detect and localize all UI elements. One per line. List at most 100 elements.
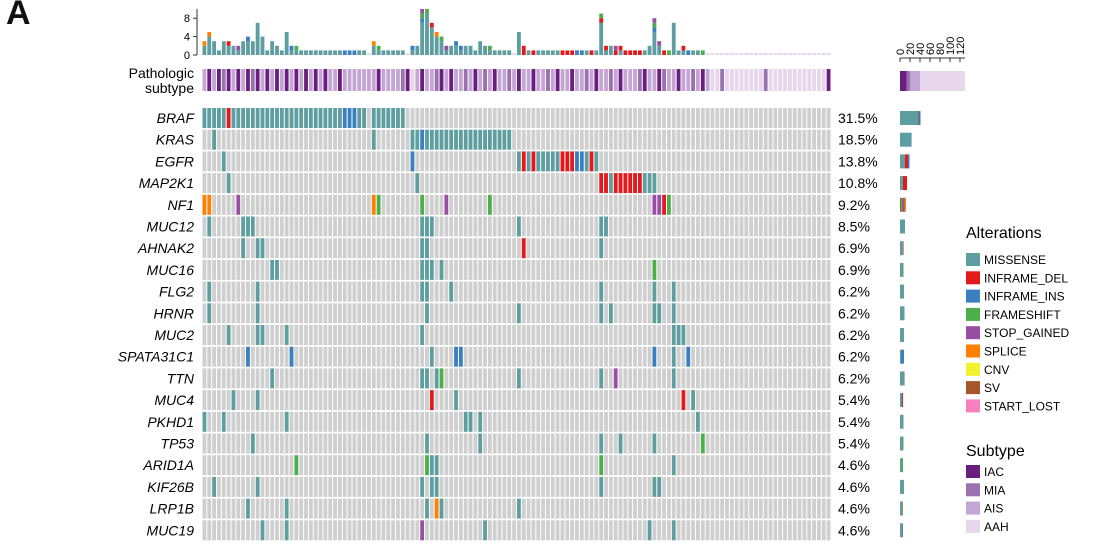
empty-cell	[604, 194, 608, 215]
empty-cell	[807, 476, 812, 497]
empty-cell	[700, 151, 705, 172]
empty-cell	[720, 433, 725, 454]
empty-cell	[420, 433, 425, 454]
empty-cell	[318, 390, 323, 411]
empty-cell	[458, 194, 463, 215]
alteration-cell	[323, 108, 328, 128]
empty-cell	[386, 216, 391, 237]
empty-cell	[497, 520, 502, 541]
empty-cell	[531, 346, 536, 367]
empty-cell	[318, 368, 323, 389]
empty-cell	[555, 173, 560, 194]
subtype-summary-segment	[900, 71, 907, 91]
empty-cell	[318, 129, 323, 150]
empty-cell	[792, 368, 797, 389]
empty-cell	[691, 476, 696, 497]
empty-cell	[623, 259, 628, 280]
empty-cell	[792, 259, 797, 280]
empty-cell	[546, 108, 550, 128]
empty-cell	[541, 368, 546, 389]
sample-bar-segment	[657, 45, 662, 55]
gene-count-segment	[900, 219, 905, 234]
empty-cell	[686, 151, 691, 172]
subtype-cell	[623, 69, 628, 91]
empty-cell	[207, 129, 212, 150]
empty-cell	[357, 346, 362, 367]
empty-cell	[270, 325, 275, 345]
empty-cell	[313, 433, 318, 454]
subtype-cell	[575, 69, 579, 91]
empty-cell	[666, 476, 671, 497]
empty-cell	[308, 194, 313, 215]
empty-cell	[492, 173, 497, 194]
empty-cell	[807, 238, 812, 259]
empty-cell	[546, 281, 550, 302]
gene-count-segment	[902, 501, 903, 516]
empty-cell	[550, 390, 555, 411]
subtype-cell	[279, 69, 284, 91]
subtype-cell	[666, 69, 671, 91]
gene-label: HRNR	[154, 305, 194, 321]
empty-cell	[628, 476, 633, 497]
empty-cell	[284, 390, 289, 411]
empty-cell	[575, 346, 579, 367]
empty-cell	[710, 346, 715, 367]
empty-cell	[347, 151, 352, 172]
empty-cell	[637, 325, 642, 345]
empty-cell	[376, 173, 381, 194]
empty-cell	[284, 346, 289, 367]
empty-cell	[666, 520, 671, 541]
empty-cell	[642, 411, 647, 432]
empty-cell	[299, 476, 304, 497]
empty-cell	[512, 368, 516, 389]
empty-cell	[599, 411, 604, 432]
empty-cell	[367, 238, 371, 259]
empty-cell	[299, 498, 304, 519]
empty-cell	[337, 520, 342, 541]
empty-cell	[352, 455, 357, 476]
alteration-cell	[246, 498, 250, 519]
empty-cell	[773, 346, 778, 367]
empty-cell	[342, 498, 347, 519]
empty-cell	[260, 455, 265, 476]
sample-bar	[710, 53, 715, 55]
empty-cell	[763, 390, 768, 411]
empty-cell	[584, 368, 589, 389]
subtype-cell	[275, 69, 279, 91]
gene-label: TTN	[167, 370, 195, 386]
empty-cell	[628, 433, 633, 454]
empty-cell	[371, 259, 376, 280]
empty-cell	[710, 194, 715, 215]
empty-cell	[768, 173, 773, 194]
empty-cell	[275, 433, 279, 454]
empty-cell	[410, 520, 415, 541]
empty-cell	[560, 129, 565, 150]
empty-cell	[657, 173, 662, 194]
empty-cell	[565, 281, 570, 302]
empty-cell	[604, 433, 608, 454]
empty-cell	[333, 216, 337, 237]
empty-cell	[623, 238, 628, 259]
empty-cell	[816, 433, 821, 454]
empty-cell	[289, 151, 294, 172]
empty-cell	[226, 476, 231, 497]
empty-cell	[400, 129, 405, 150]
empty-cell	[279, 173, 284, 194]
gene-count-segment	[900, 328, 904, 342]
empty-cell	[304, 216, 308, 237]
empty-cell	[633, 194, 637, 215]
empty-cell	[415, 476, 420, 497]
empty-cell	[458, 390, 463, 411]
empty-cell	[449, 346, 454, 367]
empty-cell	[439, 411, 444, 432]
subtype-cell	[739, 69, 744, 91]
alteration-cell	[657, 194, 662, 215]
empty-cell	[787, 129, 792, 150]
empty-cell	[700, 520, 705, 541]
empty-cell	[594, 238, 599, 259]
empty-cell	[608, 151, 613, 172]
empty-cell	[783, 259, 787, 280]
empty-cell	[768, 151, 773, 172]
empty-cell	[778, 216, 783, 237]
frequency-label: 6.9%	[838, 240, 870, 256]
